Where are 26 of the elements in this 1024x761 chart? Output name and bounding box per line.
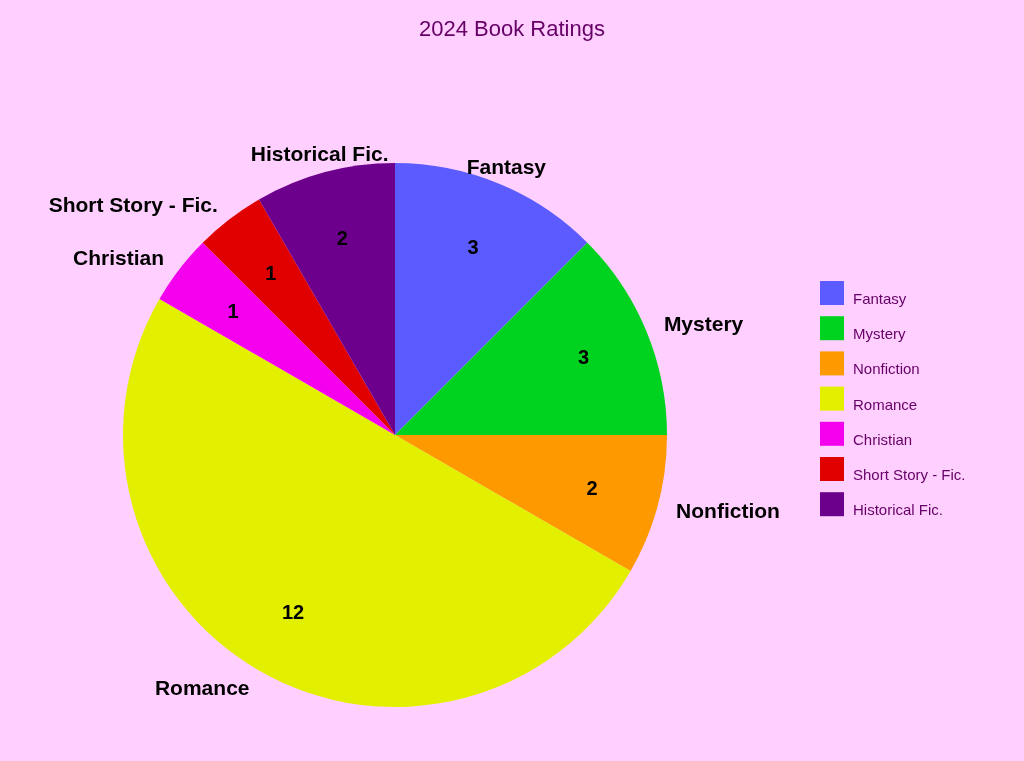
- data-label: 1: [227, 299, 239, 322]
- slice-label: Mystery: [663, 312, 744, 336]
- slice-label: Short Story - Fic.: [48, 192, 218, 216]
- data-label: 3: [577, 345, 590, 368]
- data-label: 2: [336, 226, 348, 249]
- slice-label: Fantasy: [466, 154, 547, 178]
- slice-label: Christian: [73, 246, 165, 270]
- legend-label: Nonfiction: [853, 360, 920, 378]
- slice-label: Nonfiction: [676, 498, 780, 522]
- pie-slice: [123, 299, 631, 707]
- data-label: 2: [586, 476, 598, 499]
- legend-label: Christian: [853, 430, 913, 448]
- legend-label: Mystery: [853, 325, 906, 343]
- pie-slice: [395, 435, 667, 571]
- slice-label: Romance: [154, 675, 250, 699]
- data-label: 3: [467, 235, 479, 258]
- legend-label: Short Story - Fic.: [853, 466, 966, 483]
- pie-slice: [395, 242, 667, 435]
- legend-label: Fantasy: [853, 290, 907, 307]
- chart-title: 2024 Book Ratings: [419, 15, 605, 41]
- legend-label: Romance: [853, 395, 918, 413]
- legend-label: Historical Fic.: [853, 501, 944, 519]
- data-label: 12: [281, 600, 305, 623]
- pie-slice: [259, 163, 395, 435]
- data-label: 1: [265, 262, 277, 285]
- slice-label: Historical Fic.: [250, 142, 389, 166]
